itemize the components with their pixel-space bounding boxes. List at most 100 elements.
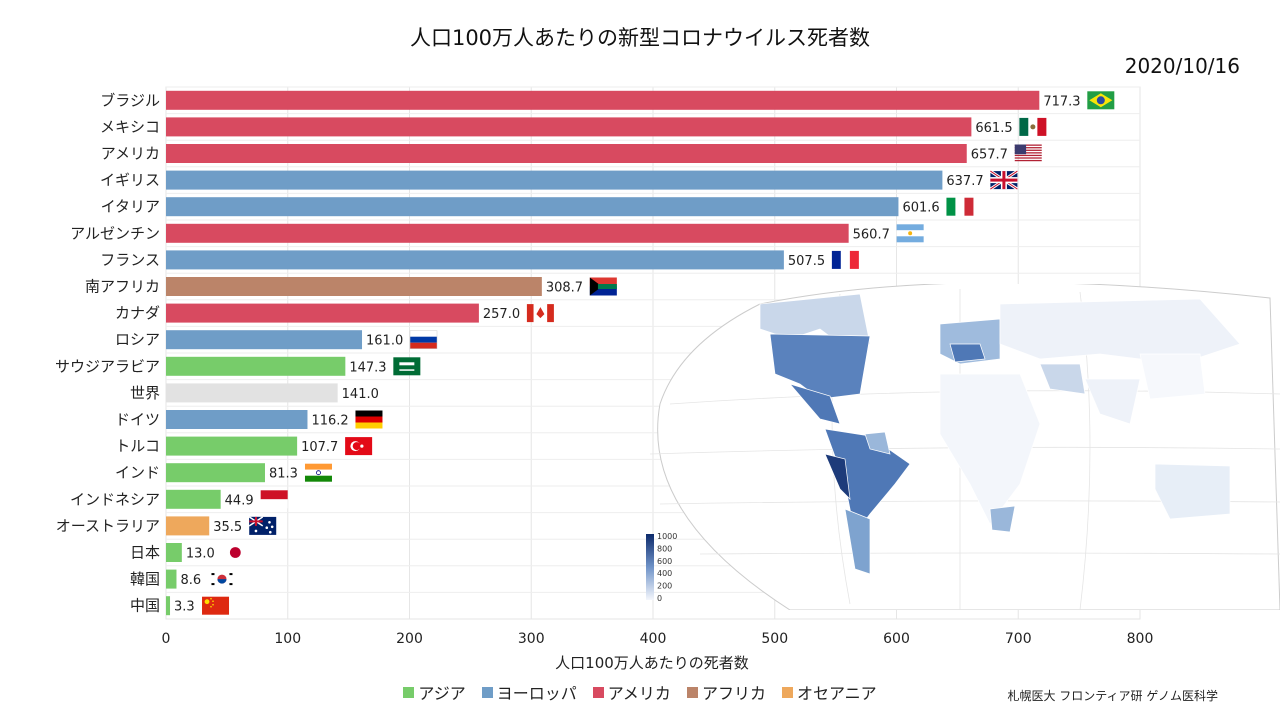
uk-flag [989, 169, 1019, 191]
legend-label: アフリカ [701, 684, 766, 703]
bar [166, 144, 967, 163]
legend-swatch [781, 686, 793, 698]
value-label: 8.6 [180, 573, 201, 588]
category-label: オーストラリア [56, 517, 160, 535]
date-label: 2020/10/16 [1124, 54, 1240, 78]
value-label: 308.7 [546, 281, 583, 296]
argentina-flag [896, 224, 924, 243]
value-label: 116.2 [311, 414, 348, 429]
region-legend: アジア ヨーロッパ アメリカ アフリカ オセアニア [0, 680, 1280, 704]
value-label: 507.5 [788, 254, 825, 269]
x-tick-label: 700 [1005, 631, 1032, 647]
bar [166, 410, 308, 429]
legend-item-americas: アメリカ [592, 680, 671, 704]
germany-flag [355, 410, 383, 429]
value-label: 657.7 [971, 148, 1008, 163]
china-flag [202, 596, 230, 615]
value-label: 3.3 [174, 600, 195, 615]
legend-item-africa: アフリカ [686, 680, 766, 704]
colorbar-tick-label: 600 [657, 557, 672, 566]
value-label: 141.0 [342, 387, 379, 402]
category-label: ドイツ [115, 411, 160, 429]
bar [166, 223, 849, 243]
bar [166, 596, 171, 616]
colorbar-tick-label: 800 [657, 544, 672, 553]
category-label: メキシコ [100, 118, 160, 136]
colorbar-tick-label: 400 [657, 569, 672, 578]
legend-swatch [686, 686, 698, 698]
bar [166, 303, 479, 323]
saudi-arabia-flag [393, 357, 421, 376]
legend-swatch [403, 686, 415, 698]
legend-label: オセアニア [796, 684, 877, 703]
credit-text: 札幌医大 フロンティア研 ゲノム医科学 [1007, 689, 1218, 703]
x-tick-label: 400 [640, 631, 667, 647]
world-map: 1000 800 600 400 200 0 [646, 284, 1280, 610]
category-label: サウジアラビア [55, 357, 160, 375]
value-label: 560.7 [853, 227, 890, 242]
india-flag [304, 463, 332, 482]
canada-flag [526, 304, 554, 323]
korea-flag [208, 570, 236, 589]
bar [166, 356, 346, 376]
value-label: 107.7 [301, 440, 338, 455]
x-tick-label: 200 [396, 631, 423, 647]
mexico-flag [1019, 117, 1047, 136]
x-tick-label: 500 [761, 631, 788, 647]
value-label: 13.0 [186, 547, 215, 562]
value-label: 661.5 [975, 121, 1012, 136]
bar [166, 330, 363, 350]
legend-label: ヨーロッパ [496, 684, 577, 703]
legend-item-europe: ヨーロッパ [481, 680, 577, 704]
category-label: ブラジル [100, 91, 160, 109]
japan-flag [221, 543, 249, 562]
category-label: 韓国 [130, 570, 160, 588]
category-label: インドネシア [70, 490, 160, 508]
brazil-flag [1087, 91, 1115, 110]
legend-item-asia: アジア [403, 680, 466, 704]
value-label: 44.9 [225, 493, 254, 508]
x-tick-label: 0 [162, 631, 171, 647]
legend-swatch [481, 686, 493, 698]
value-label: 161.0 [366, 334, 403, 349]
category-label: トルコ [115, 437, 160, 455]
x-axis: 0 100 200 300 400 500 600 700 800 [162, 631, 1154, 647]
map-countries [759, 293, 1241, 575]
category-label: イタリア [101, 198, 160, 216]
bar [166, 543, 182, 562]
x-tick-label: 100 [274, 631, 301, 647]
bar [166, 463, 265, 483]
bar [166, 516, 210, 536]
australia-flag [248, 516, 277, 535]
legend-label: アジア [418, 684, 466, 703]
colorbar-tick-label: 0 [657, 594, 662, 603]
bar [166, 90, 1040, 110]
x-tick-label: 800 [1127, 631, 1154, 647]
x-tick-label: 600 [883, 631, 910, 647]
bar [166, 489, 221, 509]
chart-title: 人口100万人あたりの新型コロナウイルス死者数 [409, 26, 871, 50]
bars: ブラジル 717.3 メキシコ 661.5 アメリカ 657.7 イギリス 637.7 イタリア… [55, 90, 1115, 616]
italy-flag [946, 197, 974, 216]
category-label: 中国 [130, 597, 160, 615]
bar [166, 250, 784, 270]
indonesia-flag [260, 490, 288, 509]
bar [166, 277, 542, 296]
colorbar-tick-label: 1000 [657, 532, 677, 541]
russia-flag [409, 330, 438, 349]
bar [166, 436, 298, 456]
value-label: 637.7 [946, 174, 983, 189]
category-label: カナダ [115, 304, 160, 322]
bar [166, 197, 899, 217]
value-label: 717.3 [1043, 94, 1080, 109]
france-flag [831, 250, 859, 269]
legend-label: アメリカ [607, 684, 671, 703]
colorbar-ticks: 1000 800 600 400 200 0 [657, 532, 677, 603]
map-colorbar [646, 534, 654, 600]
value-label: 257.0 [483, 307, 520, 322]
turkey-flag [345, 437, 373, 456]
south-africa-flag [589, 277, 617, 296]
bar [166, 170, 943, 190]
category-label: アメリカ [101, 145, 160, 163]
category-label: アルゼンチン [70, 224, 160, 242]
